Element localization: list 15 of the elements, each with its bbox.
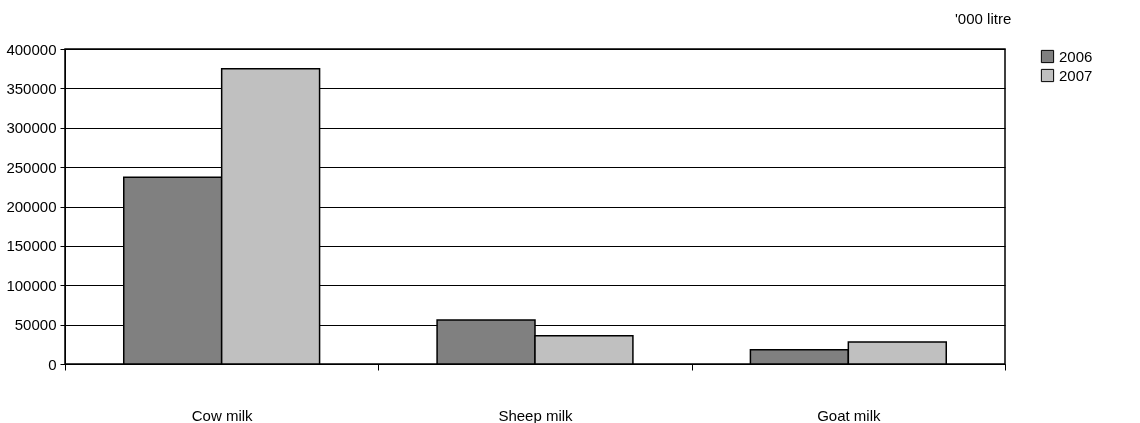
- legend-label: 2006: [1059, 47, 1093, 65]
- y-tick-label: 400000: [6, 40, 57, 58]
- y-tick-label: 100000: [6, 276, 57, 294]
- x-tick-label: Cow milk: [191, 406, 254, 423]
- y-tick-label: 150000: [6, 237, 57, 255]
- y-tick-label: 300000: [6, 119, 57, 137]
- y-tick-label: 350000: [6, 79, 57, 97]
- legend-label: 2007: [1059, 66, 1093, 84]
- y-tick-label: 50000: [14, 316, 57, 334]
- y-tick-label: 0: [48, 355, 57, 373]
- y-tick-label: 200000: [6, 198, 57, 215]
- y-tick-label: 250000: [6, 158, 57, 176]
- x-tick-label: Sheep milk: [498, 406, 574, 423]
- text: '000 litre: [955, 10, 1012, 27]
- x-tick-label: Goat milk: [817, 406, 881, 423]
